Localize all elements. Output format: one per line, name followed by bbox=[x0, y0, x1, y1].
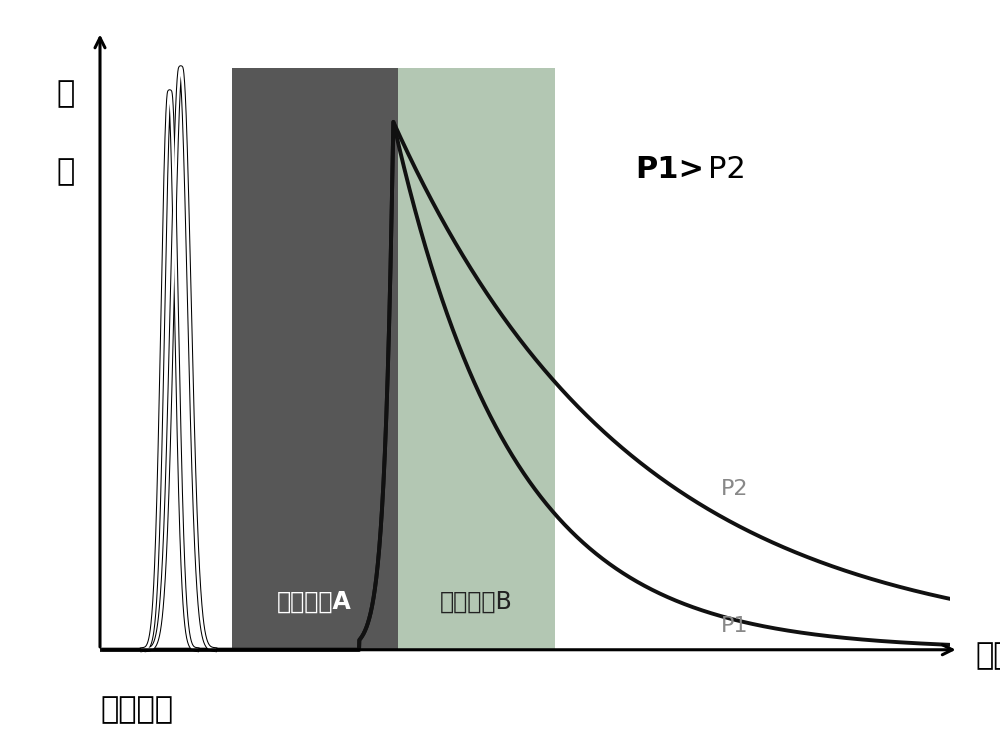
Bar bbox=[232, 68, 398, 650]
Text: 激光脉冲: 激光脉冲 bbox=[100, 696, 173, 724]
Text: P2: P2 bbox=[720, 479, 748, 499]
Text: P1>: P1> bbox=[636, 155, 704, 184]
Text: P1: P1 bbox=[720, 616, 748, 636]
Text: 强: 强 bbox=[57, 158, 75, 186]
Text: 时间: 时间 bbox=[976, 641, 1000, 670]
Text: 相机曝光A: 相机曝光A bbox=[277, 590, 352, 614]
Text: P2: P2 bbox=[708, 155, 746, 184]
Text: 光: 光 bbox=[57, 80, 75, 108]
Bar bbox=[398, 68, 555, 650]
Text: 相机曝光B: 相机曝光B bbox=[440, 590, 512, 614]
